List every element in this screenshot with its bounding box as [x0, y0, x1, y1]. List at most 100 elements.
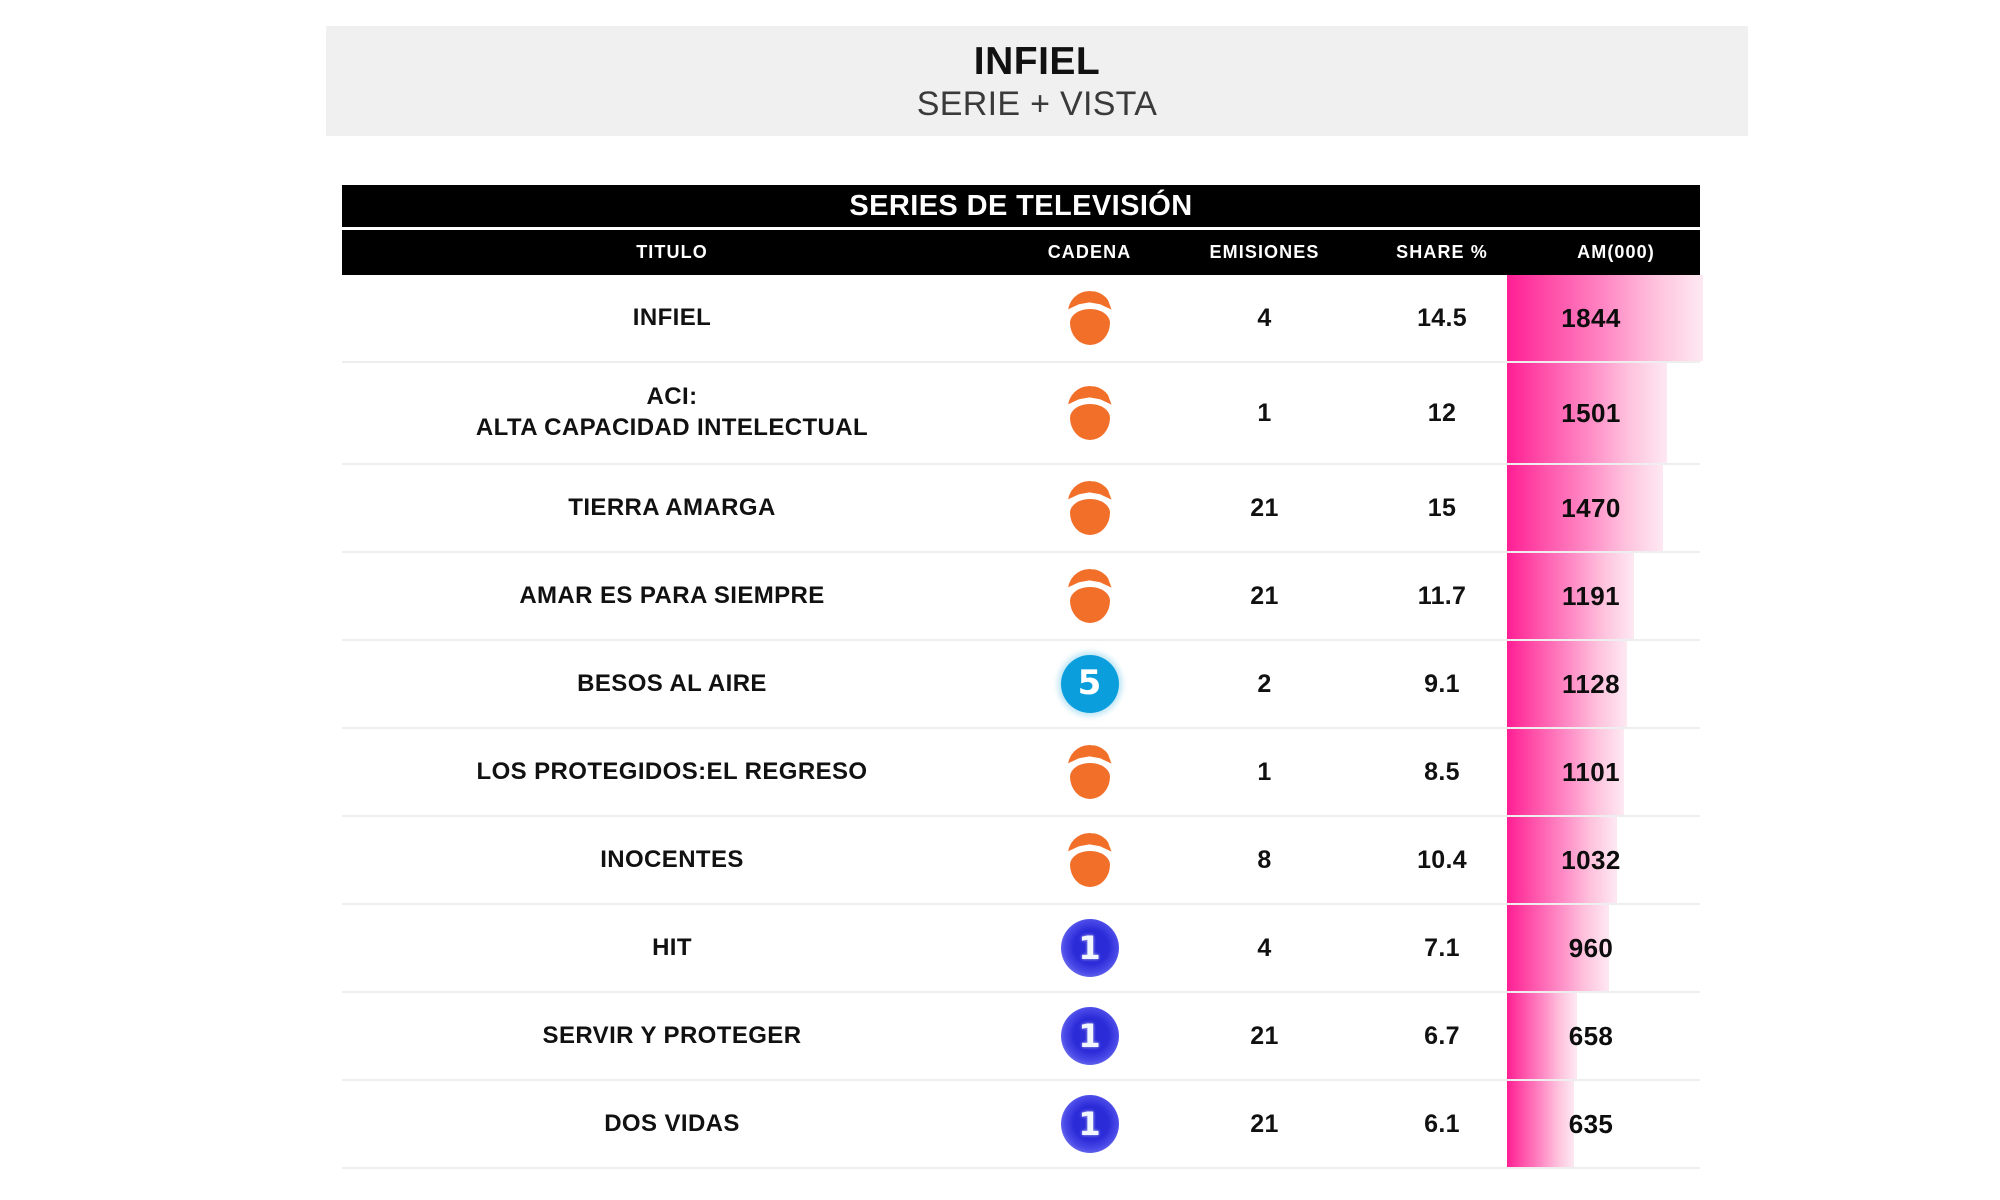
- table-row[interactable]: INOCENTES 8 10.4 1032: [342, 817, 1700, 905]
- table-row[interactable]: SERVIR Y PROTEGER 1 21 6.7 658: [342, 993, 1700, 1081]
- table-row[interactable]: AMAR ES PARA SIEMPRE 21 11.7 1191: [342, 553, 1700, 641]
- emisiones-value: 2: [1257, 669, 1272, 698]
- cell-titulo: AMAR ES PARA SIEMPRE: [342, 581, 1002, 612]
- antena3-logo: [1061, 743, 1119, 801]
- emisiones-value: 8: [1257, 845, 1272, 874]
- am-value: 1128: [1561, 668, 1620, 699]
- am-value: 1470: [1561, 492, 1621, 523]
- table-row[interactable]: DOS VIDAS 1 21 6.1 635: [342, 1081, 1700, 1169]
- share-value: 14.5: [1417, 303, 1467, 332]
- am-bar: [1507, 1081, 1574, 1167]
- am-bar: [1507, 817, 1617, 903]
- am-bar: [1507, 465, 1663, 551]
- cell-emisiones: 4: [1177, 934, 1352, 963]
- antena3-logo: [1061, 567, 1119, 625]
- series-title: HIT: [652, 933, 692, 961]
- cell-cadena: [1002, 479, 1177, 537]
- cell-cadena: [1002, 831, 1177, 889]
- column-header-am: AM(000): [1577, 242, 1655, 262]
- emisiones-value: 21: [1250, 1021, 1279, 1050]
- share-value: 8.5: [1424, 757, 1460, 786]
- cell-emisiones: 21: [1177, 494, 1352, 523]
- la1-digit: 1: [1078, 928, 1101, 967]
- am-bar-layer: 1470: [1507, 465, 1707, 551]
- la1-digit: 1: [1078, 1016, 1101, 1055]
- emisiones-value: 21: [1250, 493, 1279, 522]
- table-column-headers: TITULO CADENA EMISIONES SHARE % AM(000): [342, 230, 1700, 275]
- table-row[interactable]: HIT 1 4 7.1 960: [342, 905, 1700, 993]
- emisiones-value: 4: [1257, 933, 1272, 962]
- share-value: 7.1: [1424, 933, 1460, 962]
- cell-share: 9.1: [1352, 670, 1532, 699]
- page-subtitle: SERIE + VISTA: [916, 84, 1158, 123]
- am-bar-layer: 1032: [1507, 817, 1707, 903]
- share-value: 6.7: [1424, 1021, 1460, 1050]
- page-title: INFIEL: [973, 39, 1101, 83]
- table-row[interactable]: LOS PROTEGIDOS:EL REGRESO 1 8.5 1101: [342, 729, 1700, 817]
- emisiones-value: 21: [1250, 1109, 1279, 1138]
- cell-share: 14.5: [1352, 304, 1532, 333]
- am-bar-layer: 635: [1507, 1081, 1707, 1167]
- share-value: 15: [1427, 493, 1457, 522]
- cell-cadena: [1002, 567, 1177, 625]
- am-value: 960: [1568, 932, 1614, 963]
- cell-titulo: INOCENTES: [342, 845, 1002, 876]
- cell-cadena: [1002, 743, 1177, 801]
- share-value: 11.7: [1417, 581, 1467, 610]
- column-header-cadena: CADENA: [1047, 242, 1132, 262]
- telecinco-digit: 5: [1077, 663, 1102, 703]
- column-header-titulo: TITULO: [636, 242, 708, 262]
- cell-titulo: ACI: ALTA CAPACIDAD INTELECTUAL: [342, 382, 1002, 443]
- table-row[interactable]: TIERRA AMARGA 21 15 1470: [342, 465, 1700, 553]
- antena3-logo: [1061, 479, 1119, 537]
- share-value: 12: [1427, 398, 1457, 427]
- cell-titulo: DOS VIDAS: [342, 1109, 1002, 1140]
- cell-emisiones: 21: [1177, 1110, 1352, 1139]
- antena3-drop-shape: [1069, 499, 1110, 535]
- am-bar: [1507, 553, 1634, 639]
- am-bar: [1507, 641, 1627, 727]
- cell-share: 11.7: [1352, 582, 1532, 611]
- am-bar-layer: 1128: [1507, 641, 1707, 727]
- am-bar: [1507, 729, 1624, 815]
- series-title: SERVIR Y PROTEGER: [542, 1021, 802, 1049]
- cell-cadena: 1: [1002, 919, 1177, 977]
- antena3-drop-shape: [1069, 404, 1110, 440]
- am-value: 1501: [1561, 397, 1621, 428]
- table-row[interactable]: INFIEL 4 14.5 1844: [342, 275, 1703, 363]
- am-bar-layer: 1844: [1507, 275, 1707, 361]
- am-bar-layer: 960: [1507, 905, 1707, 991]
- la1-logo: 1: [1060, 1007, 1119, 1065]
- am-bar-layer: 1191: [1507, 553, 1707, 639]
- antena3-logo: [1061, 384, 1119, 442]
- series-title: LOS PROTEGIDOS:EL REGRESO: [476, 757, 868, 785]
- la1-logo: 1: [1060, 919, 1119, 977]
- cell-titulo: LOS PROTEGIDOS:EL REGRESO: [342, 757, 1002, 788]
- antena3-drop-shape: [1069, 309, 1110, 345]
- series-title: INOCENTES: [600, 845, 744, 873]
- cell-emisiones: 4: [1177, 304, 1352, 333]
- cell-share: 12: [1352, 399, 1532, 428]
- cell-cadena: 1: [1002, 1095, 1177, 1153]
- section-band: SERIES DE TELEVISIÓN: [342, 185, 1700, 227]
- cell-titulo: BESOS AL AIRE: [342, 669, 1002, 700]
- table-row[interactable]: ACI: ALTA CAPACIDAD INTELECTUAL 1 12 1501: [342, 363, 1700, 465]
- cell-cadena: [1002, 289, 1177, 347]
- cell-titulo: SERVIR Y PROTEGER: [342, 1021, 1002, 1052]
- am-bar-layer: 1101: [1507, 729, 1707, 815]
- am-value: 1844: [1561, 302, 1621, 333]
- antena3-drop-shape: [1069, 587, 1110, 623]
- series-title: INFIEL: [632, 303, 712, 331]
- am-value: 658: [1568, 1020, 1614, 1051]
- cell-cadena: [1002, 384, 1177, 442]
- title-panel: INFIEL SERIE + VISTA: [326, 26, 1748, 136]
- la1-digit: 1: [1078, 1104, 1101, 1143]
- am-bar: [1507, 363, 1667, 463]
- cell-titulo: TIERRA AMARGA: [342, 493, 1002, 524]
- am-bar: [1507, 993, 1577, 1079]
- series-title: AMAR ES PARA SIEMPRE: [519, 581, 825, 609]
- cell-emisiones: 8: [1177, 846, 1352, 875]
- cell-cadena: 1: [1002, 1007, 1177, 1065]
- table-row[interactable]: BESOS AL AIRE 5 2 9.1 1128: [342, 641, 1700, 729]
- la1-logo: 1: [1060, 1095, 1119, 1153]
